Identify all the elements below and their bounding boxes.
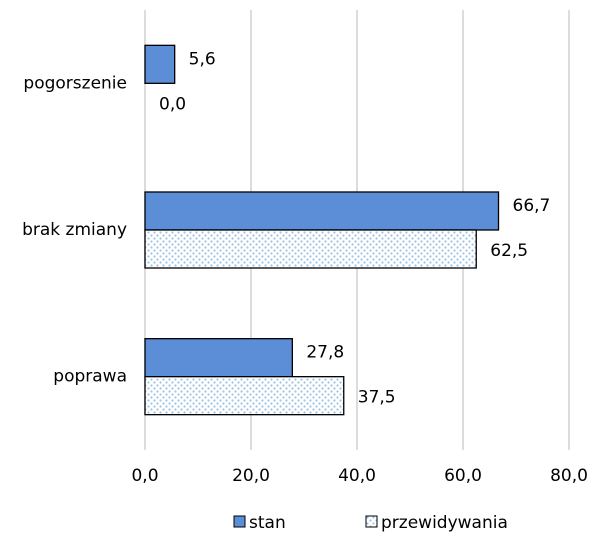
value-label: 62,5 xyxy=(490,241,528,261)
legend-label: stan xyxy=(249,513,286,533)
y-tick-label: brak zmiany xyxy=(22,220,127,240)
value-label: 66,7 xyxy=(513,196,551,216)
value-label: 27,8 xyxy=(306,343,344,363)
y-tick-label: poprawa xyxy=(53,367,127,387)
bar xyxy=(144,229,477,269)
x-tick-label: 60,0 xyxy=(444,466,482,486)
bar xyxy=(144,44,176,84)
value-label: 37,5 xyxy=(358,388,396,408)
x-tick-label: 80,0 xyxy=(550,466,588,486)
legend-swatch xyxy=(233,515,246,528)
value-label: 0,0 xyxy=(159,94,186,114)
y-tick-label: pogorszenie xyxy=(23,73,127,93)
legend-swatch xyxy=(365,515,378,528)
legend-label: przewidywania xyxy=(381,513,508,533)
x-tick-label: 20,0 xyxy=(232,466,270,486)
bar xyxy=(144,338,293,378)
x-tick-label: 0,0 xyxy=(131,466,158,486)
x-tick-label: 40,0 xyxy=(338,466,376,486)
value-label: 5,6 xyxy=(189,49,216,69)
bar xyxy=(144,376,345,416)
bar xyxy=(144,191,500,231)
